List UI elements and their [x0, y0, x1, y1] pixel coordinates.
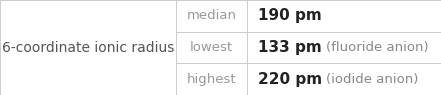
Text: 220 pm: 220 pm	[258, 72, 322, 87]
Text: lowest: lowest	[190, 41, 233, 54]
Text: (iodide anion): (iodide anion)	[326, 73, 419, 86]
Text: 6-coordinate ionic radius: 6-coordinate ionic radius	[2, 40, 174, 55]
Text: median: median	[187, 9, 237, 22]
Text: highest: highest	[187, 73, 236, 86]
Text: (fluoride anion): (fluoride anion)	[326, 41, 429, 54]
Text: 133 pm: 133 pm	[258, 40, 322, 55]
Text: 190 pm: 190 pm	[258, 8, 322, 23]
